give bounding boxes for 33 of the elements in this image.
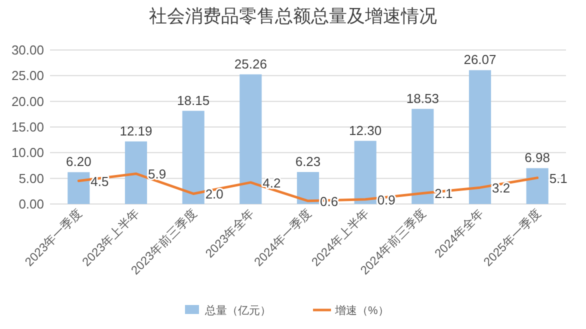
bar xyxy=(526,168,548,204)
bar xyxy=(296,172,320,204)
bar xyxy=(68,172,90,204)
y-tick-label: 25.00 xyxy=(11,68,44,84)
data-label: 6.98 xyxy=(524,150,550,166)
bar xyxy=(182,110,204,204)
bar xyxy=(240,74,262,204)
data-label: 3.2 xyxy=(492,180,510,196)
data-label: 4.2 xyxy=(262,175,281,190)
data-label: 18.15 xyxy=(177,92,210,108)
data-label: 12.30 xyxy=(349,122,382,138)
bar xyxy=(124,141,148,204)
y-tick-label: 30.00 xyxy=(11,42,44,58)
y-tick-label: 20.00 xyxy=(11,94,44,109)
y-tick-label: 0.00 xyxy=(18,196,44,212)
legend-label: 总量（亿元） xyxy=(204,304,271,317)
y-tick-label: 5.00 xyxy=(18,170,44,186)
data-label: 12.19 xyxy=(120,123,152,138)
data-label: 5.9 xyxy=(148,166,166,182)
data-label: 2.0 xyxy=(205,186,224,202)
bar xyxy=(468,70,492,204)
data-label: 26.07 xyxy=(464,52,496,68)
data-label: 25.26 xyxy=(234,56,267,72)
y-tick-label: 10.00 xyxy=(11,145,44,160)
data-label: 18.53 xyxy=(406,90,439,106)
data-label: 6.23 xyxy=(295,154,321,170)
data-label: 6.20 xyxy=(66,154,92,170)
y-tick-label: 15.00 xyxy=(11,120,44,134)
bar xyxy=(354,140,376,204)
legend-label: 增速（%） xyxy=(334,304,389,317)
chart-title: 社会消费品零售总额总量及增速情况 xyxy=(149,6,437,26)
bar xyxy=(412,108,434,204)
data-label: 5.1 xyxy=(549,170,568,186)
